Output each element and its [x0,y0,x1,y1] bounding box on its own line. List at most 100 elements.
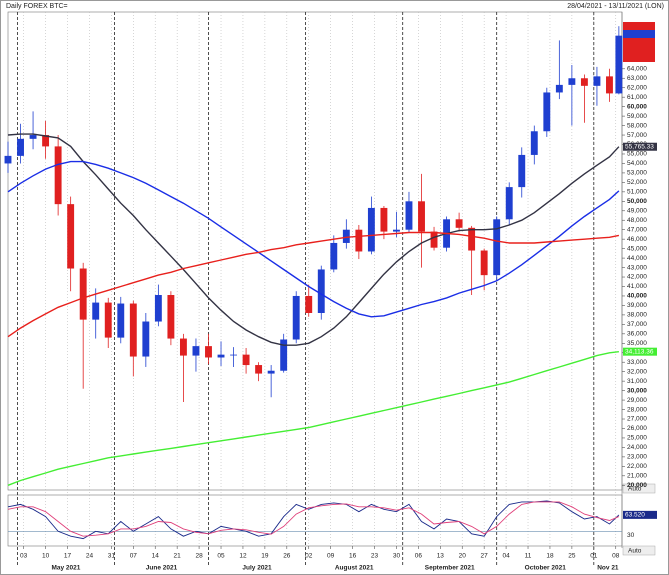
y-tick-label: 21,000 [627,473,647,480]
candle-body [530,131,538,155]
x-tick-label: 30 [393,553,401,560]
candle-body [142,321,150,357]
y-tick-label: 47,000 [627,226,647,233]
x-tick-label: 10 [42,553,50,560]
y-tick-label: 30,000 [627,387,647,394]
x-tick-label: 26 [283,553,291,560]
auto-label[interactable]: Auto [628,548,642,555]
y-tick-label: 32,000 [627,368,647,375]
y-tick-label: 58,000 [627,122,647,129]
x-tick-label: 27 [481,553,489,560]
x-tick-label: 08 [612,553,620,560]
candle-body [117,303,125,338]
x-tick-label: 16 [349,553,357,560]
x-tick-label: 03 [20,553,28,560]
x-tick-label: 06 [415,553,423,560]
candle-body [430,231,438,248]
candle-body [555,84,563,93]
x-tick-label: 13 [437,553,445,560]
y-tick-label: 61,000 [627,94,647,101]
line-series [7,501,620,537]
candle-body [615,35,623,94]
candle-body [505,187,513,220]
auto-label[interactable]: Auto [628,486,642,493]
y-tick-label: 25,000 [627,435,647,442]
candle-body [405,201,413,230]
price-box [623,46,655,54]
y-tick-label: 40,000 [627,293,647,300]
auto-button[interactable] [622,483,656,494]
candle-body [104,302,112,338]
y-tick-label: 27,000 [627,416,647,423]
y-tick-label: 62,000 [627,84,647,91]
y-tick-label: 60,000 [627,103,647,110]
x-tick-label: 04 [502,553,510,560]
x-tick-label: 19 [261,553,269,560]
y-tick-label: 37,000 [627,321,647,328]
y-tick-label: 33,000 [627,359,647,366]
y-tick-label: 48,000 [627,217,647,224]
candle-body [418,201,425,232]
y-tick-label: 53,000 [627,170,647,177]
oscillator-panel [7,494,623,547]
x-tick-label: 09 [327,553,335,560]
y-tick-label: 51,000 [627,189,647,196]
x-tick-label: 07 [130,553,138,560]
candle-body [54,146,62,205]
candle-body [543,92,551,132]
line-series [7,160,620,318]
y-tick-label: 36,000 [627,331,647,338]
candle-body [17,138,24,156]
x-tick-label: 24 [86,553,94,560]
candle-body [255,365,263,374]
y-tick-label: 57,000 [627,132,647,139]
candle-body [67,204,75,269]
y-tick-label: 31,000 [627,378,647,385]
y-tick-label: 43,000 [627,264,647,271]
candle-body [79,268,87,320]
candle-body [317,269,325,313]
x-tick-label: 23 [371,553,379,560]
price-box-label: 34,113.36 [625,348,654,355]
x-tick-label: 21 [174,553,182,560]
month-label: May 2021 [51,565,80,572]
candle-body [205,346,212,358]
y-tick-label: 54,000 [627,160,647,167]
price-box [623,30,655,38]
y-tick-label: 64,000 [627,66,647,73]
candle-body [330,242,338,270]
y-tick-label: 39,000 [627,302,647,309]
x-tick-label: 31 [108,553,116,560]
month-label: July 2021 [242,565,272,572]
y-tick-label: 26,000 [627,425,647,432]
candle-body [154,295,162,322]
y-tick-label: 50,000 [627,198,647,205]
y-tick-label: 59,000 [627,113,647,120]
candle-body [230,354,237,356]
line-series [7,133,620,346]
candle-body [217,354,225,358]
price-panel [7,11,623,491]
x-tick-label: 14 [152,553,160,560]
candle-body [280,339,288,371]
month-label: August 2021 [335,565,374,572]
candle-body [29,135,37,139]
candle-body [593,76,601,86]
month-label: June 2021 [146,565,178,572]
x-tick-label: 17 [64,553,72,560]
y-tick-label: 41,000 [627,283,647,290]
x-tick-label: 25 [568,553,576,560]
price-box [623,38,655,46]
price-box-label: 63.520 [625,512,645,519]
candle-body [167,295,175,339]
candle-body [455,219,463,228]
line-series [7,231,620,338]
y-tick-label: 28,000 [627,406,647,413]
x-tick-label: 28 [195,553,203,560]
y-tick-label: 35,000 [627,340,647,347]
y-tick-label: 49,000 [627,207,647,214]
y-tick-label: 42,000 [627,274,647,281]
auto-button[interactable] [622,545,656,556]
month-label: October 2021 [525,565,567,572]
